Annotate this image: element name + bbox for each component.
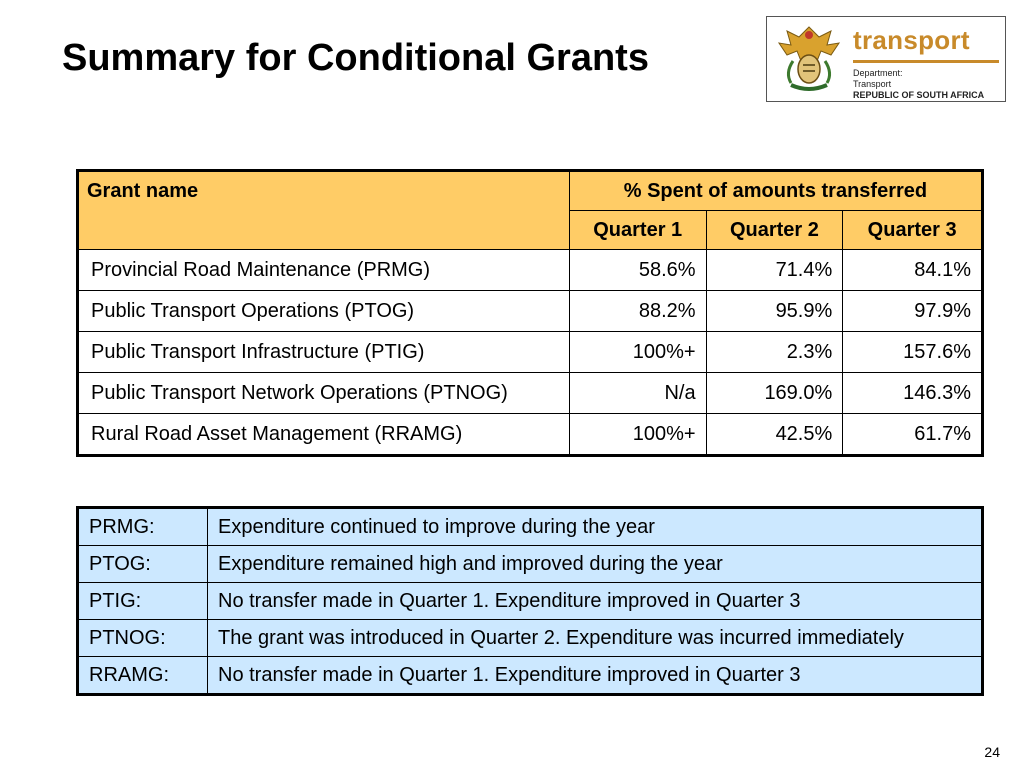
q3-cell: 61.7% (842, 413, 983, 456)
q3-cell: 84.1% (842, 249, 983, 291)
q3-cell: 97.9% (842, 290, 983, 332)
q2-cell: 95.9% (705, 290, 844, 332)
grant-name-cell: Public Transport Infrastructure (PTIG) (77, 331, 570, 373)
q2-cell: 2.3% (705, 331, 844, 373)
header-quarter-1: Quarter 1 (568, 210, 707, 250)
header-quarter-2: Quarter 2 (705, 210, 844, 250)
note-text: Expenditure remained high and improved d… (207, 545, 983, 583)
q1-cell: 100%+ (568, 331, 707, 373)
grant-name-cell: Rural Road Asset Management (RRAMG) (77, 413, 570, 456)
page-number: 24 (984, 744, 1000, 760)
q1-cell: 88.2% (568, 290, 707, 332)
header-grant-name: Grant name (77, 170, 570, 250)
note-row: PTNOG: The grant was introduced in Quart… (77, 619, 983, 657)
table-row: Public Transport Infrastructure (PTIG) 1… (77, 331, 983, 373)
coat-of-arms-icon (777, 26, 841, 91)
grant-name-cell: Public Transport Operations (PTOG) (77, 290, 570, 332)
note-text: No transfer made in Quarter 1. Expenditu… (207, 656, 983, 695)
q1-cell: 100%+ (568, 413, 707, 456)
note-row: PTIG: No transfer made in Quarter 1. Exp… (77, 582, 983, 620)
logo-line-2: Transport (853, 79, 892, 89)
q1-cell: 58.6% (568, 249, 707, 291)
note-key: PTOG: (77, 545, 208, 583)
q2-cell: 71.4% (705, 249, 844, 291)
note-key: RRAMG: (77, 656, 208, 695)
logo-brand-text: transport (853, 25, 970, 55)
table-row: Public Transport Network Operations (PTN… (77, 372, 983, 414)
header-quarter-3: Quarter 3 (842, 210, 983, 250)
note-text: The grant was introduced in Quarter 2. E… (207, 619, 983, 657)
note-text: Expenditure continued to improve during … (207, 507, 983, 546)
note-row: PRMG: Expenditure continued to improve d… (77, 507, 983, 546)
logo-line-1: Department: (853, 68, 903, 78)
header-percent-spent: % Spent of amounts transferred (568, 170, 984, 211)
logo-line-3: REPUBLIC OF SOUTH AFRICA (853, 90, 985, 100)
note-row: PTOG: Expenditure remained high and impr… (77, 545, 983, 583)
note-key: PRMG: (77, 507, 208, 546)
note-key: PTIG: (77, 582, 208, 620)
logo-divider (853, 60, 999, 63)
table-row: Public Transport Operations (PTOG) 88.2%… (77, 290, 983, 332)
q3-cell: 157.6% (842, 331, 983, 373)
table-row: Rural Road Asset Management (RRAMG) 100%… (77, 413, 983, 456)
q3-cell: 146.3% (842, 372, 983, 414)
note-text: No transfer made in Quarter 1. Expenditu… (207, 582, 983, 620)
notes-table: PRMG: Expenditure continued to improve d… (76, 506, 984, 696)
note-row: RRAMG: No transfer made in Quarter 1. Ex… (77, 656, 983, 695)
grant-name-cell: Public Transport Network Operations (PTN… (77, 372, 570, 414)
slide-title: Summary for Conditional Grants (62, 37, 649, 79)
note-key: PTNOG: (77, 619, 208, 657)
grants-table: Grant name % Spent of amounts transferre… (76, 169, 984, 457)
q1-cell: N/a (568, 372, 707, 414)
q2-cell: 42.5% (705, 413, 844, 456)
grant-name-cell: Provincial Road Maintenance (PRMG) (77, 249, 570, 291)
q2-cell: 169.0% (705, 372, 844, 414)
transport-logo: transport Department: Transport REPUBLIC… (766, 16, 1006, 102)
table-row: Provincial Road Maintenance (PRMG) 58.6%… (77, 249, 983, 291)
